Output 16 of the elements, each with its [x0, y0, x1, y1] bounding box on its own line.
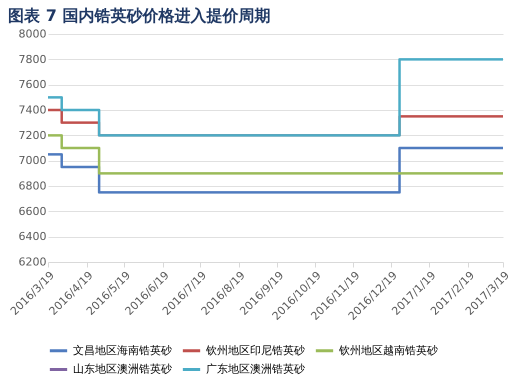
y-tick-label: 6600: [18, 204, 46, 218]
chart-title: 图表 7 国内锆英砂价格进入提价周期: [8, 6, 270, 25]
legend-label: 广东地区澳洲锆英砂: [206, 362, 305, 376]
legend-label: 钦州地区印尼锆英砂: [205, 344, 305, 357]
y-tick-label: 6400: [18, 230, 46, 244]
legend-label: 钦州地区越南锆英砂: [338, 344, 438, 357]
y-tick-label: 7000: [18, 154, 46, 168]
y-tick-label: 7200: [18, 128, 46, 142]
y-tick-label: 7600: [18, 78, 46, 92]
legend-label: 山东地区澳洲锆英砂: [73, 362, 172, 376]
y-tick-label: 8000: [18, 28, 46, 40]
y-tick-label: 6800: [18, 180, 46, 192]
legend-label: 文昌地区海南锆英砂: [73, 344, 172, 357]
y-tick-label: 7800: [18, 52, 46, 66]
y-tick-label: 7400: [18, 104, 46, 116]
y-tick-label: 6200: [18, 256, 46, 268]
